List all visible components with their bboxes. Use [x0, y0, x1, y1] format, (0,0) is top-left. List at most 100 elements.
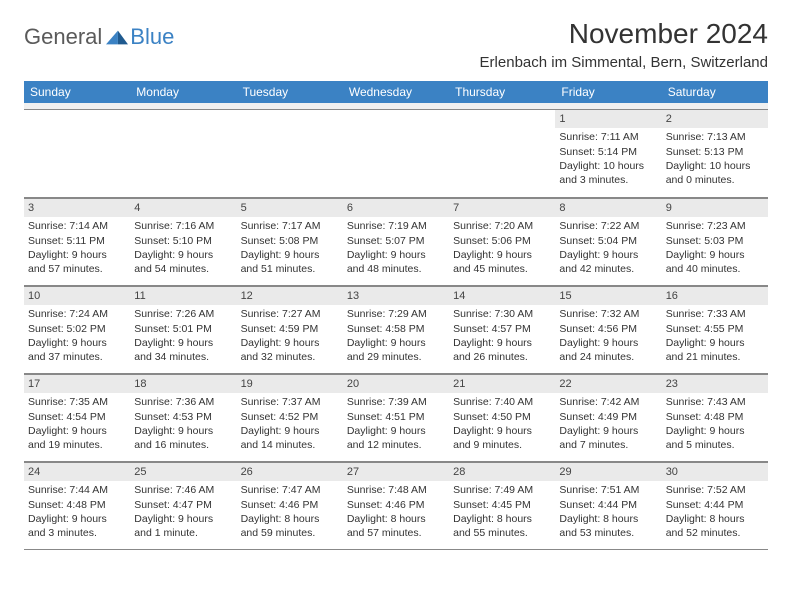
sunrise-line: Sunrise: 7:13 AM — [666, 130, 764, 144]
calendar-empty-cell: . — [343, 109, 449, 197]
date-number: 19 — [237, 374, 343, 394]
day-details: Sunrise: 7:11 AMSunset: 5:14 PMDaylight:… — [555, 128, 661, 191]
brand-triangle-icon — [106, 28, 128, 46]
calendar-day-cell: 18Sunrise: 7:36 AMSunset: 4:53 PMDayligh… — [130, 373, 236, 461]
date-number: 7 — [449, 198, 555, 218]
date-number: 17 — [24, 374, 130, 394]
calendar-day-cell: 5Sunrise: 7:17 AMSunset: 5:08 PMDaylight… — [237, 197, 343, 285]
calendar-week-row: 10Sunrise: 7:24 AMSunset: 5:02 PMDayligh… — [24, 285, 768, 373]
date-number: 25 — [130, 462, 236, 482]
date-number: 29 — [555, 462, 661, 482]
weekday-header-row: Sunday Monday Tuesday Wednesday Thursday… — [24, 81, 768, 103]
daylight-line: Daylight: 8 hours and 59 minutes. — [241, 512, 339, 540]
daylight-line: Daylight: 9 hours and 24 minutes. — [559, 336, 657, 364]
date-number: 16 — [662, 286, 768, 306]
daylight-line: Daylight: 9 hours and 12 minutes. — [347, 424, 445, 452]
date-number: 13 — [343, 286, 449, 306]
day-details: Sunrise: 7:35 AMSunset: 4:54 PMDaylight:… — [24, 393, 130, 456]
date-number: 24 — [24, 462, 130, 482]
calendar-empty-cell: . — [24, 109, 130, 197]
calendar-day-cell: 25Sunrise: 7:46 AMSunset: 4:47 PMDayligh… — [130, 461, 236, 549]
daylight-line: Daylight: 9 hours and 34 minutes. — [134, 336, 232, 364]
date-number: 9 — [662, 198, 768, 218]
sunrise-line: Sunrise: 7:29 AM — [347, 307, 445, 321]
day-details: Sunrise: 7:20 AMSunset: 5:06 PMDaylight:… — [449, 217, 555, 280]
calendar-day-cell: 2Sunrise: 7:13 AMSunset: 5:13 PMDaylight… — [662, 109, 768, 197]
sunrise-line: Sunrise: 7:35 AM — [28, 395, 126, 409]
daylight-line: Daylight: 9 hours and 19 minutes. — [28, 424, 126, 452]
date-number: 28 — [449, 462, 555, 482]
sunset-line: Sunset: 4:46 PM — [347, 498, 445, 512]
daylight-line: Daylight: 9 hours and 16 minutes. — [134, 424, 232, 452]
weekday-header: Tuesday — [237, 81, 343, 103]
daylight-line: Daylight: 9 hours and 37 minutes. — [28, 336, 126, 364]
calendar-empty-cell: . — [237, 109, 343, 197]
sunset-line: Sunset: 5:06 PM — [453, 234, 551, 248]
calendar-table: Sunday Monday Tuesday Wednesday Thursday… — [24, 81, 768, 550]
date-number: 2 — [662, 110, 768, 129]
calendar-day-cell: 3Sunrise: 7:14 AMSunset: 5:11 PMDaylight… — [24, 197, 130, 285]
calendar-day-cell: 28Sunrise: 7:49 AMSunset: 4:45 PMDayligh… — [449, 461, 555, 549]
sunrise-line: Sunrise: 7:11 AM — [559, 130, 657, 144]
sunrise-line: Sunrise: 7:36 AM — [134, 395, 232, 409]
sunrise-line: Sunrise: 7:37 AM — [241, 395, 339, 409]
daylight-line: Daylight: 8 hours and 52 minutes. — [666, 512, 764, 540]
sunset-line: Sunset: 4:55 PM — [666, 322, 764, 336]
sunset-line: Sunset: 4:46 PM — [241, 498, 339, 512]
day-details: Sunrise: 7:42 AMSunset: 4:49 PMDaylight:… — [555, 393, 661, 456]
sunset-line: Sunset: 4:52 PM — [241, 410, 339, 424]
sunset-line: Sunset: 5:11 PM — [28, 234, 126, 248]
calendar-week-row: .....1Sunrise: 7:11 AMSunset: 5:14 PMDay… — [24, 109, 768, 197]
sunrise-line: Sunrise: 7:39 AM — [347, 395, 445, 409]
daylight-line: Daylight: 9 hours and 54 minutes. — [134, 248, 232, 276]
date-number: 3 — [24, 198, 130, 218]
brand-logo: General Blue — [24, 24, 174, 50]
sunrise-line: Sunrise: 7:27 AM — [241, 307, 339, 321]
sunset-line: Sunset: 5:10 PM — [134, 234, 232, 248]
date-number: 1 — [555, 110, 661, 129]
calendar-day-cell: 24Sunrise: 7:44 AMSunset: 4:48 PMDayligh… — [24, 461, 130, 549]
sunset-line: Sunset: 5:02 PM — [28, 322, 126, 336]
date-number: 22 — [555, 374, 661, 394]
sunset-line: Sunset: 5:04 PM — [559, 234, 657, 248]
daylight-line: Daylight: 9 hours and 51 minutes. — [241, 248, 339, 276]
daylight-line: Daylight: 9 hours and 57 minutes. — [28, 248, 126, 276]
sunset-line: Sunset: 4:59 PM — [241, 322, 339, 336]
header: General Blue November 2024 Erlenbach im … — [24, 18, 768, 71]
day-details: Sunrise: 7:32 AMSunset: 4:56 PMDaylight:… — [555, 305, 661, 368]
sunrise-line: Sunrise: 7:33 AM — [666, 307, 764, 321]
calendar-day-cell: 15Sunrise: 7:32 AMSunset: 4:56 PMDayligh… — [555, 285, 661, 373]
sunset-line: Sunset: 4:57 PM — [453, 322, 551, 336]
calendar-day-cell: 4Sunrise: 7:16 AMSunset: 5:10 PMDaylight… — [130, 197, 236, 285]
sunset-line: Sunset: 4:44 PM — [559, 498, 657, 512]
sunrise-line: Sunrise: 7:49 AM — [453, 483, 551, 497]
month-title: November 2024 — [480, 18, 768, 50]
brand-text-1: General — [24, 24, 102, 50]
sunset-line: Sunset: 5:03 PM — [666, 234, 764, 248]
calendar-day-cell: 16Sunrise: 7:33 AMSunset: 4:55 PMDayligh… — [662, 285, 768, 373]
sunrise-line: Sunrise: 7:20 AM — [453, 219, 551, 233]
sunrise-line: Sunrise: 7:46 AM — [134, 483, 232, 497]
sunset-line: Sunset: 4:45 PM — [453, 498, 551, 512]
daylight-line: Daylight: 9 hours and 40 minutes. — [666, 248, 764, 276]
daylight-line: Daylight: 9 hours and 21 minutes. — [666, 336, 764, 364]
day-details: Sunrise: 7:24 AMSunset: 5:02 PMDaylight:… — [24, 305, 130, 368]
sunset-line: Sunset: 4:44 PM — [666, 498, 764, 512]
sunrise-line: Sunrise: 7:44 AM — [28, 483, 126, 497]
day-details: Sunrise: 7:44 AMSunset: 4:48 PMDaylight:… — [24, 481, 130, 544]
calendar-day-cell: 12Sunrise: 7:27 AMSunset: 4:59 PMDayligh… — [237, 285, 343, 373]
calendar-day-cell: 20Sunrise: 7:39 AMSunset: 4:51 PMDayligh… — [343, 373, 449, 461]
day-details: Sunrise: 7:17 AMSunset: 5:08 PMDaylight:… — [237, 217, 343, 280]
date-number: 15 — [555, 286, 661, 306]
day-details: Sunrise: 7:40 AMSunset: 4:50 PMDaylight:… — [449, 393, 555, 456]
day-details: Sunrise: 7:33 AMSunset: 4:55 PMDaylight:… — [662, 305, 768, 368]
calendar-day-cell: 23Sunrise: 7:43 AMSunset: 4:48 PMDayligh… — [662, 373, 768, 461]
date-number: 5 — [237, 198, 343, 218]
sunset-line: Sunset: 4:58 PM — [347, 322, 445, 336]
daylight-line: Daylight: 8 hours and 57 minutes. — [347, 512, 445, 540]
day-details: Sunrise: 7:29 AMSunset: 4:58 PMDaylight:… — [343, 305, 449, 368]
sunrise-line: Sunrise: 7:24 AM — [28, 307, 126, 321]
calendar-day-cell: 19Sunrise: 7:37 AMSunset: 4:52 PMDayligh… — [237, 373, 343, 461]
daylight-line: Daylight: 9 hours and 1 minute. — [134, 512, 232, 540]
date-number: 20 — [343, 374, 449, 394]
